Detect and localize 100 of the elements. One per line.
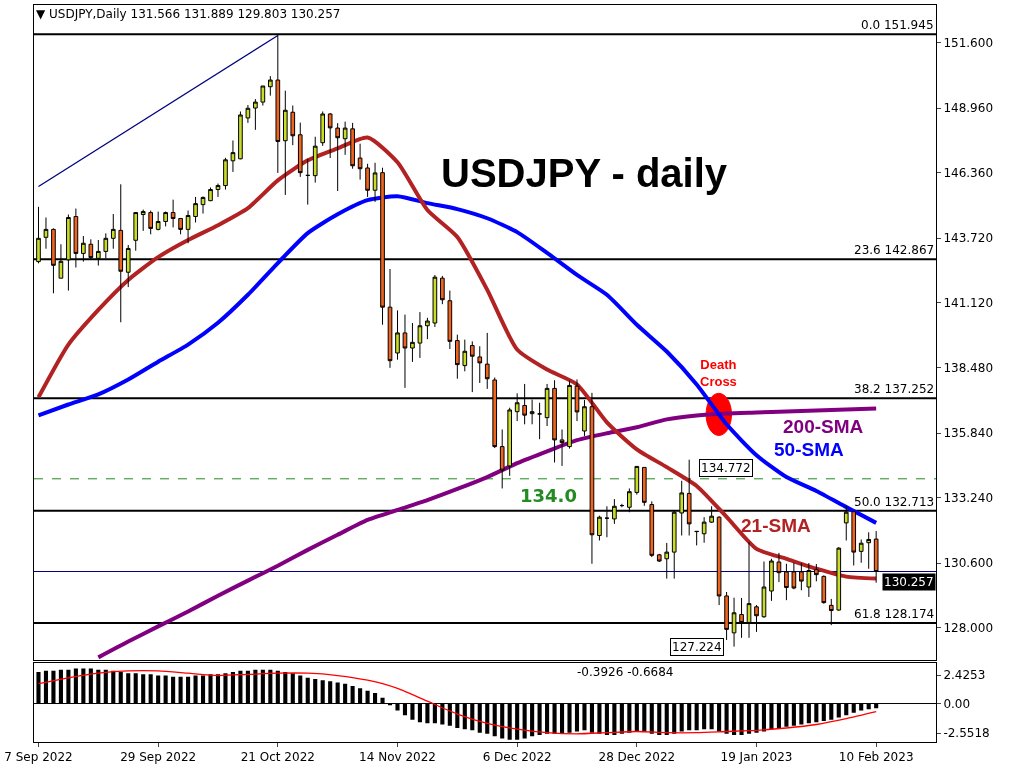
candlestick: [140, 209, 146, 232]
y-tick-label: 143.720: [943, 231, 994, 246]
candlestick: [417, 311, 423, 359]
candlestick: [148, 210, 154, 235]
candlestick: [440, 275, 445, 305]
candlestick: [133, 212, 139, 252]
candlestick: [484, 332, 490, 390]
candlestick: [597, 515, 602, 541]
candlestick: [477, 345, 483, 384]
candlestick: [656, 553, 662, 563]
candlestick: [499, 429, 505, 489]
candlestick: [342, 121, 348, 156]
candlestick: [200, 195, 206, 215]
y-tick-label: 146.360: [943, 165, 994, 180]
candlestick: [462, 339, 468, 372]
x-tick-label: 29 Sep 2022: [120, 750, 197, 765]
annotation: -0.3926 -0.6684: [577, 665, 674, 679]
candlestick: [43, 217, 49, 250]
line-series: [96, 406, 879, 660]
candlestick: [821, 574, 827, 605]
candlestick: [507, 407, 513, 477]
annotation: ▼ USDJPY,Daily 131.566 131.889 129.803 130.257: [36, 7, 341, 21]
candlestick: [694, 530, 699, 546]
ref-line-label: 134.0: [520, 485, 577, 506]
series-label: 50-SMA: [774, 439, 844, 460]
y-tick-label: 151.600: [943, 36, 994, 51]
candlestick: [402, 314, 408, 389]
annotation: 127.224: [672, 640, 722, 654]
candlestick: [357, 143, 363, 181]
y-tick-label: 133.240: [943, 490, 994, 505]
candlestick: [799, 562, 804, 591]
candlestick: [836, 546, 842, 612]
candlestick: [641, 466, 647, 507]
x-tick-label: 21 Oct 2022: [240, 750, 315, 765]
candlestick: [537, 402, 542, 440]
y-tick-label: -2.5518: [943, 726, 990, 741]
candlestick: [297, 122, 303, 178]
candlestick: [776, 552, 782, 583]
annotation: 134.772: [701, 461, 751, 475]
y-tick-label: 135.840: [943, 426, 994, 441]
ref-line-label: 61.8 128.174: [854, 607, 935, 621]
candlestick: [814, 563, 819, 582]
candlestick: [365, 163, 370, 198]
candlestick: [268, 75, 273, 97]
candlestick: [761, 561, 767, 619]
candlestick: [178, 217, 183, 235]
candlestick: [432, 274, 438, 328]
candlestick: [866, 531, 872, 570]
candlestick: [110, 213, 116, 250]
y-tick-label: 2.4253: [943, 668, 986, 683]
candlestick: [873, 530, 879, 584]
candlestick: [327, 112, 333, 159]
candlestick: [425, 317, 430, 340]
annotation: Death Cross: [700, 357, 737, 389]
x-tick-label: 6 Dec 2022: [482, 750, 552, 765]
series-label: 200-SMA: [783, 416, 864, 437]
candlestick: [372, 162, 378, 203]
ref-line-label: 130.257: [884, 575, 934, 589]
candlestick: [469, 340, 475, 393]
y-tick-label: 141.120: [943, 295, 994, 310]
candlestick: [230, 139, 236, 173]
candlestick: [170, 199, 176, 228]
candlestick: [208, 187, 213, 202]
candlestick: [260, 85, 266, 107]
x-tick-label: 14 Nov 2022: [359, 750, 436, 765]
candlestick: [858, 538, 864, 564]
candlestick: [215, 183, 221, 198]
x-tick-label: 10 Feb 2023: [838, 750, 914, 765]
y-tick-label: 148.960: [943, 101, 994, 116]
ref-line-label: 38.2 137.252: [854, 382, 935, 396]
candlestick: [701, 516, 707, 544]
ref-line-label: 0.0 151.945: [861, 18, 934, 32]
candlestick: [335, 122, 340, 192]
candlestick: [559, 429, 565, 467]
x-tick-label: 28 Dec 2022: [598, 750, 676, 765]
candlestick: [716, 515, 722, 606]
candlestick: [320, 111, 326, 147]
x-tick-label: 7 Sep 2022: [4, 750, 73, 765]
candlestick: [245, 104, 251, 124]
candlestick: [282, 90, 288, 196]
y-tick-label: 138.480: [943, 361, 994, 376]
candlestick: [447, 290, 453, 350]
candlestick: [350, 122, 355, 170]
candlestick: [769, 558, 774, 602]
y-tick-label: 130.600: [943, 556, 994, 571]
candlestick: [664, 542, 670, 580]
candlestick: [395, 309, 400, 361]
candlestick: [253, 98, 258, 131]
x-tick-label: 19 Jan 2023: [720, 750, 793, 765]
candlestick: [193, 196, 198, 223]
text: USDJPY - daily: [441, 151, 728, 195]
ref-line-label: 23.6 142.867: [854, 243, 935, 257]
candlestick: [634, 465, 640, 496]
candlestick: [791, 562, 797, 590]
candlestick: [305, 158, 311, 206]
y-tick-label: 128.000: [943, 620, 994, 635]
line-series: [36, 135, 879, 581]
candlestick: [163, 211, 168, 227]
candlestick: [784, 563, 789, 601]
candlestick: [387, 268, 393, 369]
